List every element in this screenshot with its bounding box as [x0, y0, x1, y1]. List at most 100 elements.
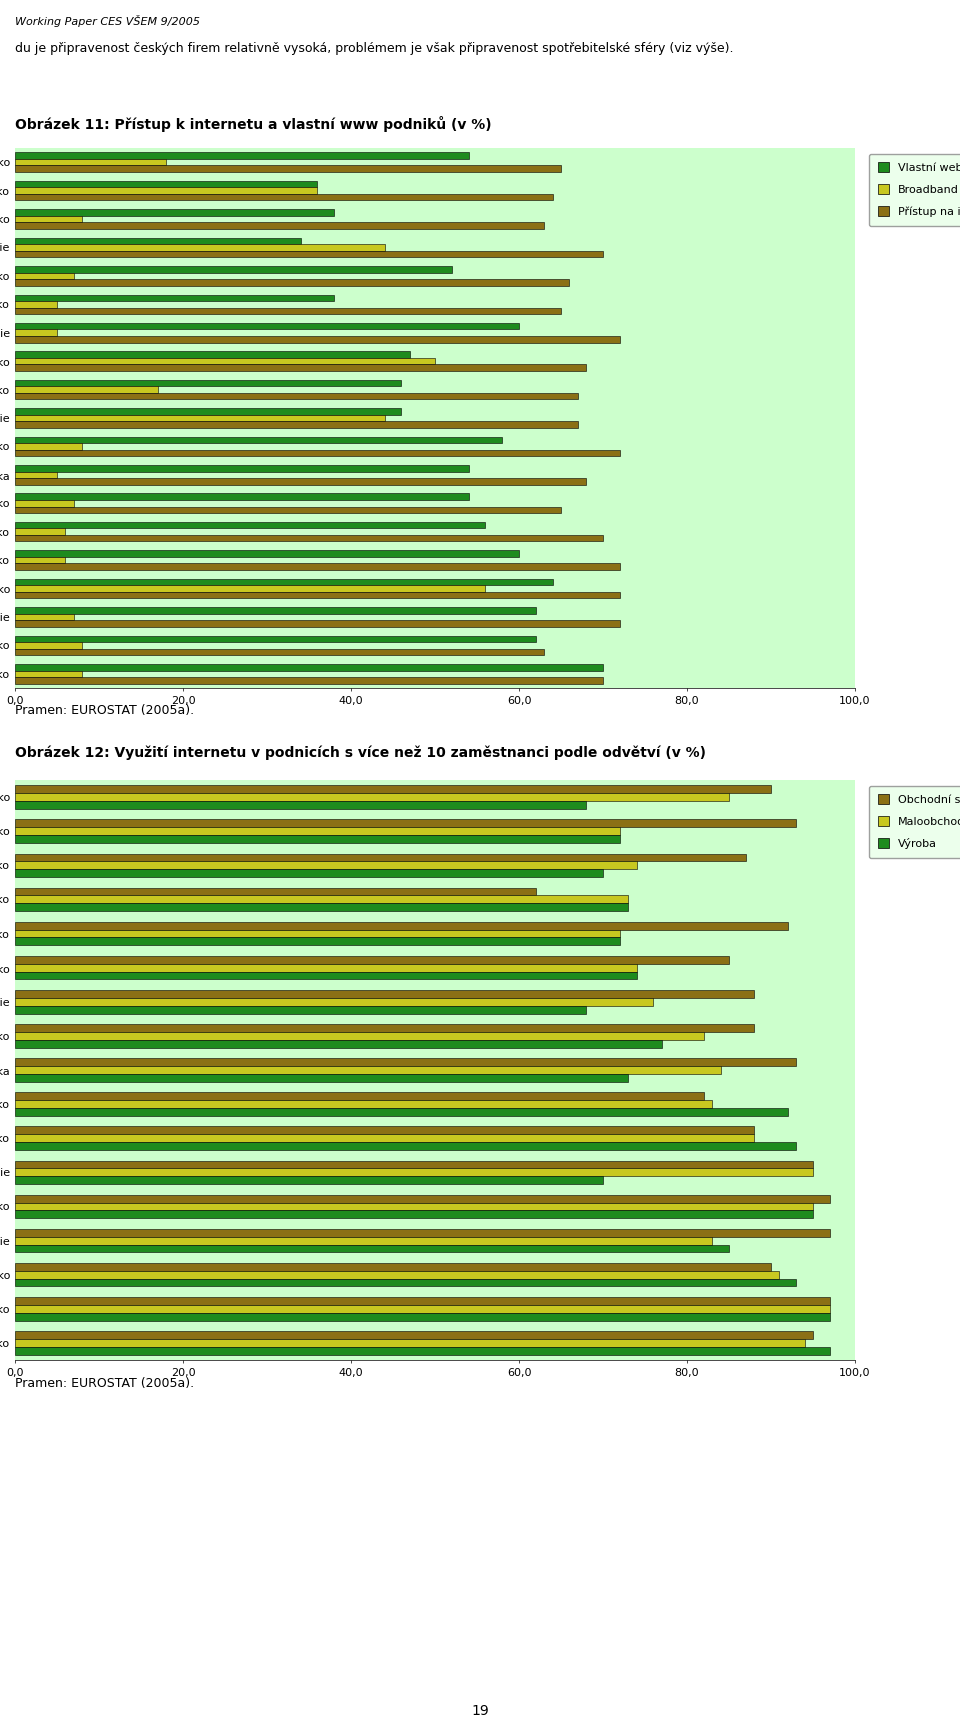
Bar [15, 820, 796, 827]
Bar [15, 1143, 796, 1150]
Bar [15, 522, 486, 529]
Bar [15, 421, 578, 428]
Bar [15, 1229, 829, 1236]
Bar [15, 215, 83, 222]
Bar [15, 449, 620, 456]
Bar [15, 579, 553, 586]
Bar [15, 836, 620, 843]
Bar [15, 479, 587, 484]
Bar [15, 1262, 771, 1271]
Bar [15, 1092, 704, 1099]
Bar [15, 636, 536, 642]
Bar [15, 1006, 587, 1014]
Bar [15, 187, 318, 194]
Bar [15, 1245, 729, 1252]
Bar [15, 160, 166, 165]
Bar [15, 888, 536, 895]
Bar [15, 272, 74, 279]
Bar [15, 614, 74, 621]
Bar [15, 1210, 813, 1219]
Bar [15, 279, 569, 286]
Bar [15, 329, 57, 336]
Legend: Obchodní služby, Maloobchod, Výroba: Obchodní služby, Maloobchod, Výroba [869, 786, 960, 858]
Bar [15, 1297, 829, 1306]
Bar [15, 1040, 661, 1047]
Bar [15, 955, 729, 964]
Bar [15, 1347, 829, 1354]
Bar [15, 180, 318, 187]
Bar [15, 307, 561, 314]
Bar [15, 1032, 704, 1040]
Bar [15, 165, 561, 172]
Legend: Vlastní web site, Broadband, Přístup na internet: Vlastní web site, Broadband, Přístup na … [869, 154, 960, 225]
Bar [15, 302, 57, 307]
Bar [15, 990, 755, 997]
Bar [15, 1203, 813, 1210]
Bar [15, 938, 620, 945]
Bar [15, 557, 65, 564]
Bar [15, 465, 468, 472]
Bar [15, 676, 603, 683]
Bar [15, 1169, 813, 1176]
Bar [15, 1332, 813, 1339]
Bar [15, 621, 620, 626]
Bar [15, 352, 410, 357]
Bar [15, 265, 452, 272]
Bar [15, 1176, 603, 1184]
Bar [15, 210, 334, 215]
Bar [15, 895, 628, 903]
Bar [15, 997, 654, 1006]
Bar [15, 649, 544, 655]
Bar [15, 437, 502, 444]
Bar [15, 1025, 755, 1032]
Bar [15, 499, 74, 506]
Bar [15, 964, 636, 971]
Bar [15, 251, 603, 257]
Bar [15, 394, 578, 399]
Text: du je připravenost českých firem relativně vysoká, problémem je však připravenos: du je připravenost českých firem relativ… [15, 42, 733, 55]
Bar [15, 529, 65, 536]
Bar [15, 1073, 628, 1082]
Bar [15, 536, 603, 541]
Bar [15, 153, 468, 160]
Bar [15, 929, 620, 938]
Bar [15, 903, 628, 910]
Bar [15, 786, 771, 792]
Text: 19: 19 [471, 1705, 489, 1718]
Bar [15, 444, 83, 449]
Bar [15, 1108, 788, 1117]
Bar [15, 564, 620, 570]
Bar [15, 971, 636, 980]
Bar [15, 222, 544, 229]
Bar [15, 407, 401, 414]
Bar [15, 922, 788, 929]
Bar [15, 1058, 796, 1066]
Bar [15, 1306, 829, 1313]
Bar [15, 194, 553, 201]
Bar [15, 244, 385, 251]
Text: Pramen: EUROSTAT (2005a).: Pramen: EUROSTAT (2005a). [15, 704, 194, 718]
Bar [15, 607, 536, 614]
Bar [15, 1160, 813, 1169]
Bar [15, 1278, 796, 1287]
Bar [15, 591, 620, 598]
Bar [15, 357, 435, 364]
Bar [15, 827, 620, 836]
Bar [15, 586, 486, 591]
Bar [15, 387, 157, 394]
Bar [15, 642, 83, 649]
Bar [15, 364, 587, 371]
Bar [15, 862, 636, 869]
Bar [15, 792, 729, 801]
Bar [15, 671, 83, 676]
Bar [15, 472, 57, 479]
Bar [15, 494, 468, 499]
Bar [15, 550, 519, 557]
Bar [15, 1313, 829, 1321]
Bar [15, 238, 300, 244]
Bar [15, 853, 746, 862]
Bar [15, 869, 603, 877]
Bar [15, 664, 603, 671]
Bar [15, 295, 334, 302]
Text: Obrázek 11: Přístup k internetu a vlastní www podniků (v %): Obrázek 11: Přístup k internetu a vlastn… [15, 116, 492, 132]
